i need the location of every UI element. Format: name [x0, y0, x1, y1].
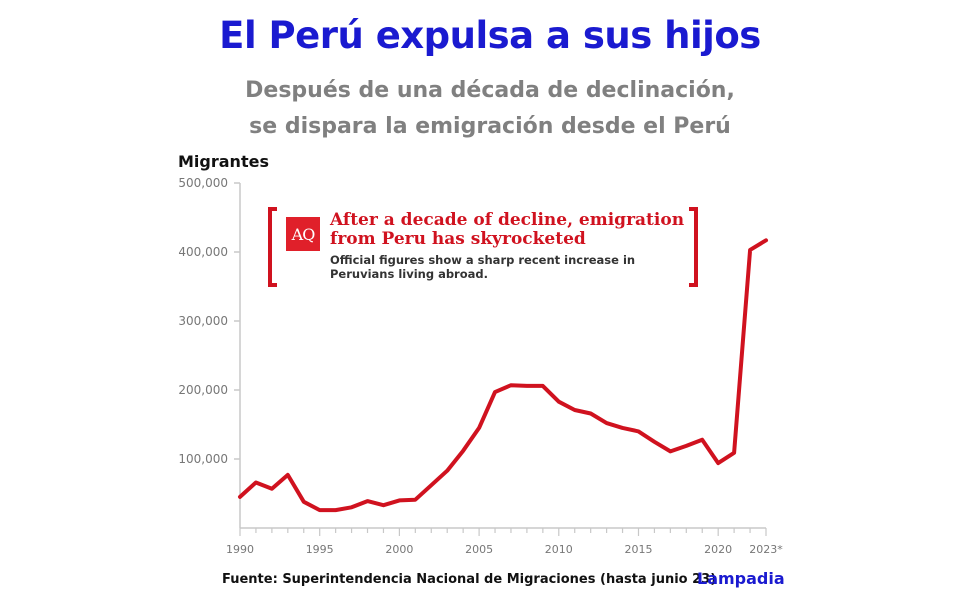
migrants-line [238, 238, 768, 513]
left-bracket [268, 207, 277, 287]
y-tick-label: 100,000 [178, 452, 228, 466]
x-tick-label: 2023* [749, 543, 783, 556]
x-tick-label: 2005 [465, 543, 493, 556]
subtitle-line-2: se dispara la emigración desde el Perú [249, 114, 731, 139]
x-tick-label: 2000 [385, 543, 413, 556]
y-axis-label: Migrantes [178, 152, 269, 171]
source-note: Fuente: Superintendencia Nacional de Mig… [222, 572, 717, 587]
annotation-description-line-2: Peruvians living abroad. [330, 267, 488, 281]
y-tick-label: 400,000 [178, 245, 228, 259]
y-tick-label: 300,000 [178, 314, 228, 328]
annotation-headline-line-2: from Peru has skyrocketed [330, 229, 586, 249]
annotation-headline: After a decade of decline, emigration fr… [330, 211, 684, 249]
x-axis: 1990 1995 2000 2005 2010 2015 2020 2023* [226, 527, 783, 556]
aq-logo-icon: AQ [286, 217, 320, 251]
annotation-description: Official figures show a sharp recent inc… [330, 253, 635, 281]
page-title: El Perú expulsa a sus hijos [219, 14, 761, 57]
x-tick-label: 2015 [624, 543, 652, 556]
x-tick-label: 2020 [704, 543, 732, 556]
y-axis: 100,000 200,000 300,000 400,000 500,000 [178, 176, 241, 528]
brand-label: Lampadia [697, 569, 785, 588]
annotation-box: AQ After a decade of decline, emigration… [268, 207, 698, 289]
annotation-description-line-1: Official figures show a sharp recent inc… [330, 253, 636, 267]
right-bracket [689, 207, 698, 287]
x-tick-label: 1990 [226, 543, 254, 556]
annotation-headline-line-1: After a decade of decline, emigration [330, 210, 685, 230]
subtitle-line-1: Después de una década de declinación, [245, 78, 735, 103]
y-tick-label: 500,000 [178, 176, 228, 190]
x-tick-label: 2010 [545, 543, 573, 556]
x-tick-label: 1995 [306, 543, 334, 556]
y-tick-label: 200,000 [178, 383, 228, 397]
